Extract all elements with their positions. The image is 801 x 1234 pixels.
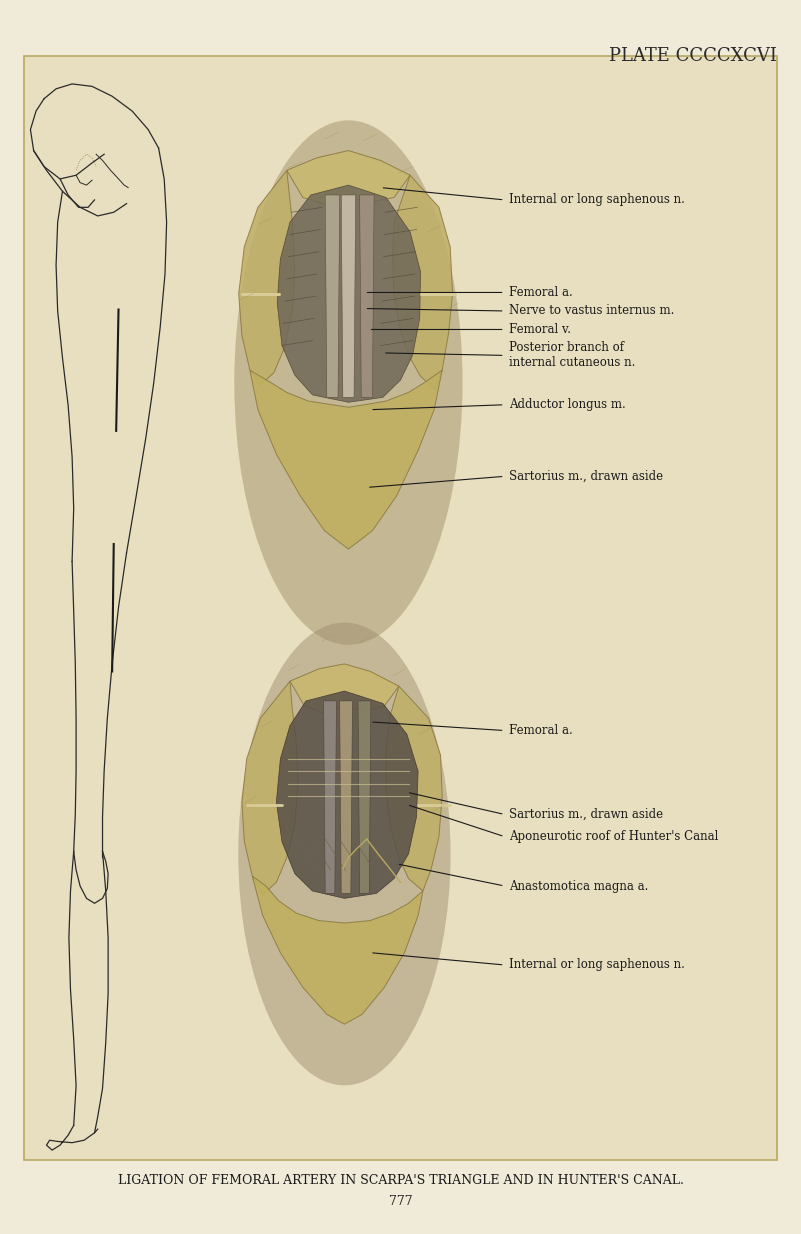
Text: Nerve to vastus internus m.: Nerve to vastus internus m. [509,305,674,317]
Text: Internal or long saphenous n.: Internal or long saphenous n. [509,959,685,971]
Polygon shape [239,170,295,385]
Polygon shape [252,876,423,1024]
Polygon shape [290,664,399,713]
Polygon shape [360,195,374,397]
Polygon shape [324,701,336,893]
Polygon shape [250,370,442,549]
Text: Sartorius m., drawn aside: Sartorius m., drawn aside [509,470,662,482]
Text: Internal or long saphenous n.: Internal or long saphenous n. [509,194,685,206]
Polygon shape [392,175,453,389]
Polygon shape [325,195,340,397]
Polygon shape [341,195,356,397]
Polygon shape [276,691,418,898]
Ellipse shape [239,622,450,1086]
Text: Sartorius m., drawn aside: Sartorius m., drawn aside [509,808,662,821]
Ellipse shape [235,121,463,645]
Polygon shape [358,701,371,893]
Text: Aponeurotic roof of Hunter's Canal: Aponeurotic roof of Hunter's Canal [509,830,718,843]
Text: Femoral a.: Femoral a. [509,724,573,737]
Polygon shape [386,686,442,891]
Polygon shape [242,681,298,895]
Text: Femoral a.: Femoral a. [509,286,573,299]
FancyBboxPatch shape [24,56,777,1160]
Polygon shape [340,701,352,893]
Text: LIGATION OF FEMORAL ARTERY IN SCARPA'S TRIANGLE AND IN HUNTER'S CANAL.: LIGATION OF FEMORAL ARTERY IN SCARPA'S T… [118,1175,683,1187]
Text: PLATE CCCCXCVI: PLATE CCCCXCVI [609,47,777,65]
Text: Femoral v.: Femoral v. [509,323,570,336]
Polygon shape [277,185,421,402]
Polygon shape [287,151,410,205]
Text: Adductor longus m.: Adductor longus m. [509,399,626,411]
Text: Posterior branch of
internal cutaneous n.: Posterior branch of internal cutaneous n… [509,342,635,369]
Text: Anastomotica magna a.: Anastomotica magna a. [509,880,648,892]
Text: 777: 777 [388,1196,413,1208]
